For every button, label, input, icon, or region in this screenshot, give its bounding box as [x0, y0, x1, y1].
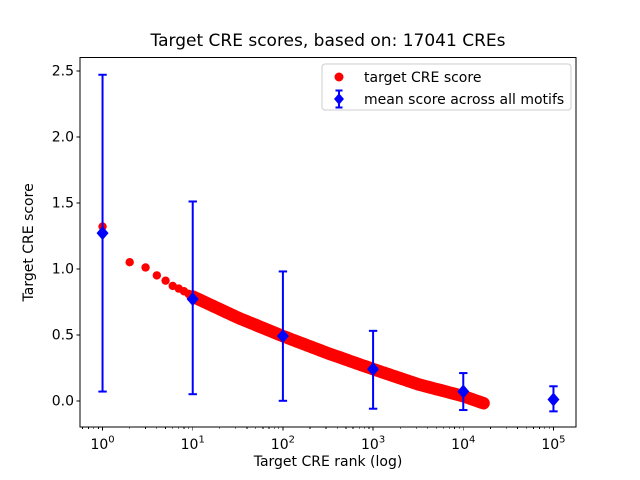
y-tick-label: 0.0: [52, 394, 74, 410]
mean-diamond-marker: [186, 292, 199, 307]
x-axis: 100 101 102 103 104 105: [82, 427, 566, 454]
mean-diamond-marker: [457, 384, 470, 399]
mean-errorbar-point: [457, 372, 470, 412]
plot-area: [80, 57, 576, 428]
x-tick-label: 104: [451, 435, 475, 454]
mean-errorbar-point: [367, 329, 380, 410]
y-tick-label: 1.5: [52, 196, 74, 212]
y-tick-label: 2.0: [52, 130, 74, 146]
legend-diamond-icon: [334, 93, 344, 105]
mean-diamond-marker: [276, 329, 289, 344]
y-axis-label: Target CRE score: [21, 183, 37, 302]
legend-entry-label: mean score across all motifs: [364, 92, 564, 108]
target-score-dot: [161, 276, 170, 285]
mean-errorbar-point: [186, 200, 199, 396]
target-score-dot: [125, 258, 134, 267]
mean-errorbar-point: [276, 270, 289, 402]
x-tick-label: 100: [90, 435, 114, 454]
mean-errorbar-point: [547, 385, 560, 413]
mean-diamond-marker: [547, 392, 560, 407]
legend-box: [321, 63, 572, 111]
chart-title: Target CRE scores, based on: 17041 CREs: [150, 31, 506, 51]
x-tick-label: 102: [271, 435, 295, 454]
legend-marker-diamond-errorbar: [334, 89, 344, 109]
y-tick-label: 2.5: [52, 64, 74, 80]
x-tick-label: 101: [181, 435, 205, 454]
x-tick-label: 105: [541, 435, 565, 454]
x-axis-label: Target CRE rank (log): [253, 454, 403, 470]
legend-marker-circle: [334, 72, 344, 82]
y-tick-label: 0.5: [52, 328, 74, 344]
mean-score-series: [96, 73, 560, 413]
y-axis: 0.0 0.5 1.0 1.5 2.0 2.5: [52, 64, 80, 410]
y-tick-label: 1.0: [52, 262, 74, 278]
mean-errorbar-point: [96, 73, 109, 393]
legend: target CRE score mean score across all m…: [321, 63, 572, 111]
mean-diamond-marker: [367, 362, 380, 377]
target-score-band: [186, 290, 490, 410]
legend-entry-label: target CRE score: [364, 70, 481, 86]
x-tick-label: 103: [361, 435, 385, 454]
plot-border: [79, 57, 577, 428]
target-score-dot: [141, 263, 150, 272]
mean-diamond-marker: [96, 226, 109, 241]
target-score-dot: [152, 271, 162, 280]
